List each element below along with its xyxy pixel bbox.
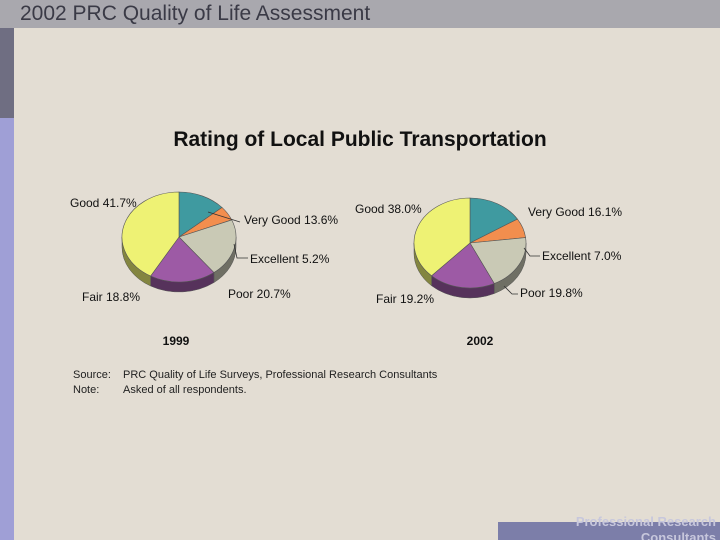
pie-slice-good	[413, 197, 471, 277]
pie-1999: Good 41.7% Very Good 13.6% Excellent 5.2% P…	[70, 191, 338, 348]
leader-line	[503, 285, 518, 295]
note-label: Note:	[73, 384, 100, 396]
leader-line	[207, 211, 241, 223]
left-accent-light	[0, 118, 14, 540]
slice-label-good: Good 41.7%	[70, 196, 137, 210]
slice-label-very-good: Very Good 13.6%	[244, 213, 338, 227]
pie-slice-very-good	[469, 197, 518, 244]
leader-line	[523, 247, 540, 257]
leader-line	[233, 243, 248, 259]
footer-brand: Professional Research Consultants	[575, 514, 716, 540]
pie-slice-good	[121, 191, 180, 277]
source-text: PRC Quality of Life Surveys, Professiona…	[123, 369, 438, 381]
slice-label-very-good: Very Good 16.1%	[528, 205, 622, 219]
note-text: Asked of all respondents.	[123, 384, 247, 396]
header-bar	[0, 0, 720, 28]
slice-label-excellent: Excellent 7.0%	[542, 249, 622, 263]
slice-label-poor: Poor 20.7%	[228, 287, 291, 301]
chart-title: Rating of Local Public Transportation	[173, 128, 547, 151]
slice-label-excellent: Excellent 5.2%	[250, 252, 330, 266]
slide-title: 2002 PRC Quality of Life Assessment	[20, 2, 371, 25]
footer-bar	[498, 522, 720, 540]
pie-slice-fair	[150, 236, 215, 283]
left-accent-dark	[0, 28, 14, 118]
slice-label-poor: Poor 19.8%	[520, 286, 583, 300]
slice-label-fair: Fair 19.2%	[376, 292, 434, 306]
pie-2002: Good 38.0% Very Good 16.1% Excellent 7.0% P…	[355, 197, 622, 348]
pie-slice-poor	[469, 237, 527, 284]
pie-slice-poor	[178, 219, 237, 273]
year-label: 2002	[467, 334, 494, 348]
year-label: 1999	[163, 334, 190, 348]
pie-slice-fair	[431, 242, 495, 289]
source-label: Source:	[73, 369, 111, 381]
slice-label-fair: Fair 18.8%	[82, 290, 140, 304]
slice-label-good: Good 38.0%	[355, 202, 422, 216]
